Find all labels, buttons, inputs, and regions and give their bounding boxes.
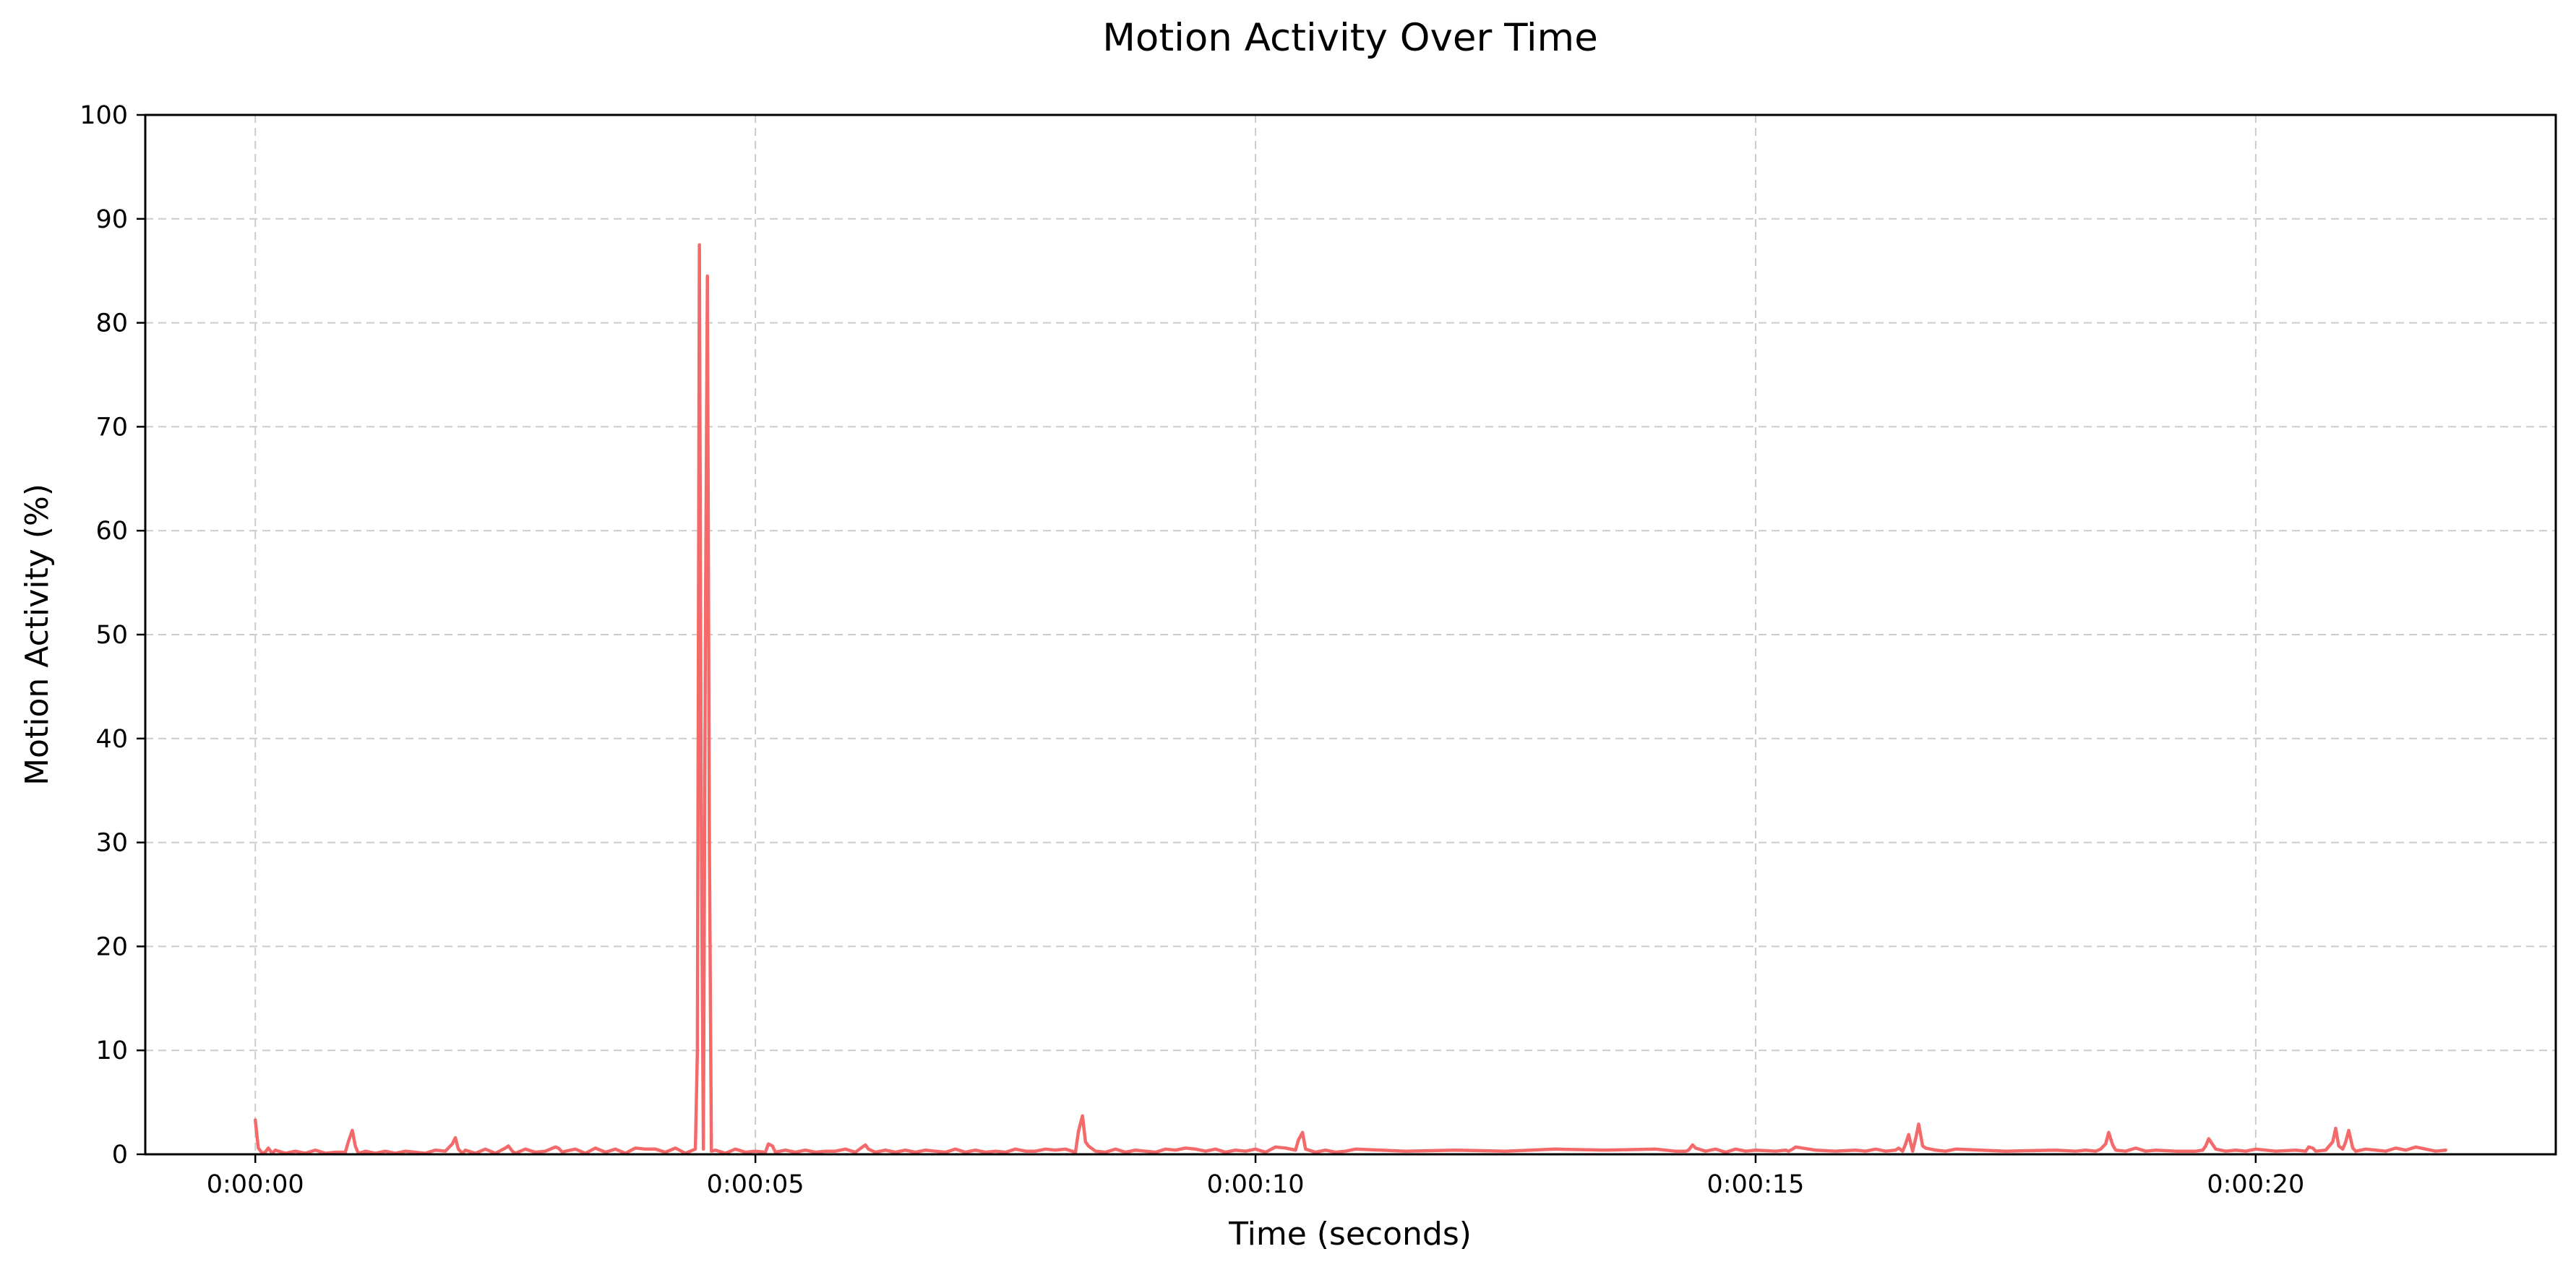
y-tick-label: 20 xyxy=(95,932,128,961)
grid xyxy=(145,115,2556,1154)
y-tick-label: 50 xyxy=(95,621,128,650)
y-tick-label: 90 xyxy=(95,205,128,234)
y-axis-label: Motion Activity (%) xyxy=(19,484,56,786)
plot-area xyxy=(253,243,2448,1155)
y-tick-label: 100 xyxy=(80,101,128,130)
y-tick-label: 0 xyxy=(112,1141,128,1169)
chart-title: Motion Activity Over Time xyxy=(1102,16,1598,60)
x-axis-label: Time (seconds) xyxy=(1228,1216,1472,1253)
x-tick-label: 0:00:00 xyxy=(207,1170,304,1199)
y-tick-label: 80 xyxy=(95,309,128,338)
axis-ticks: 0:00:00 0:00:05 0:00:10 0:00:15 0:00:20 0 10 20… xyxy=(80,101,2304,1199)
x-tick-label: 0:00:15 xyxy=(1706,1170,1804,1199)
y-tick-label: 10 xyxy=(95,1036,128,1065)
x-tick-label: 0:00:20 xyxy=(2207,1170,2304,1199)
x-tick-label: 0:00:05 xyxy=(707,1170,804,1199)
y-tick-label: 40 xyxy=(95,725,128,754)
y-tick-label: 70 xyxy=(95,413,128,442)
y-tick-label: 60 xyxy=(95,517,128,546)
x-tick-label: 0:00:10 xyxy=(1207,1170,1305,1199)
y-tick-label: 30 xyxy=(95,829,128,858)
series-line-motion-activity xyxy=(253,243,2448,1155)
